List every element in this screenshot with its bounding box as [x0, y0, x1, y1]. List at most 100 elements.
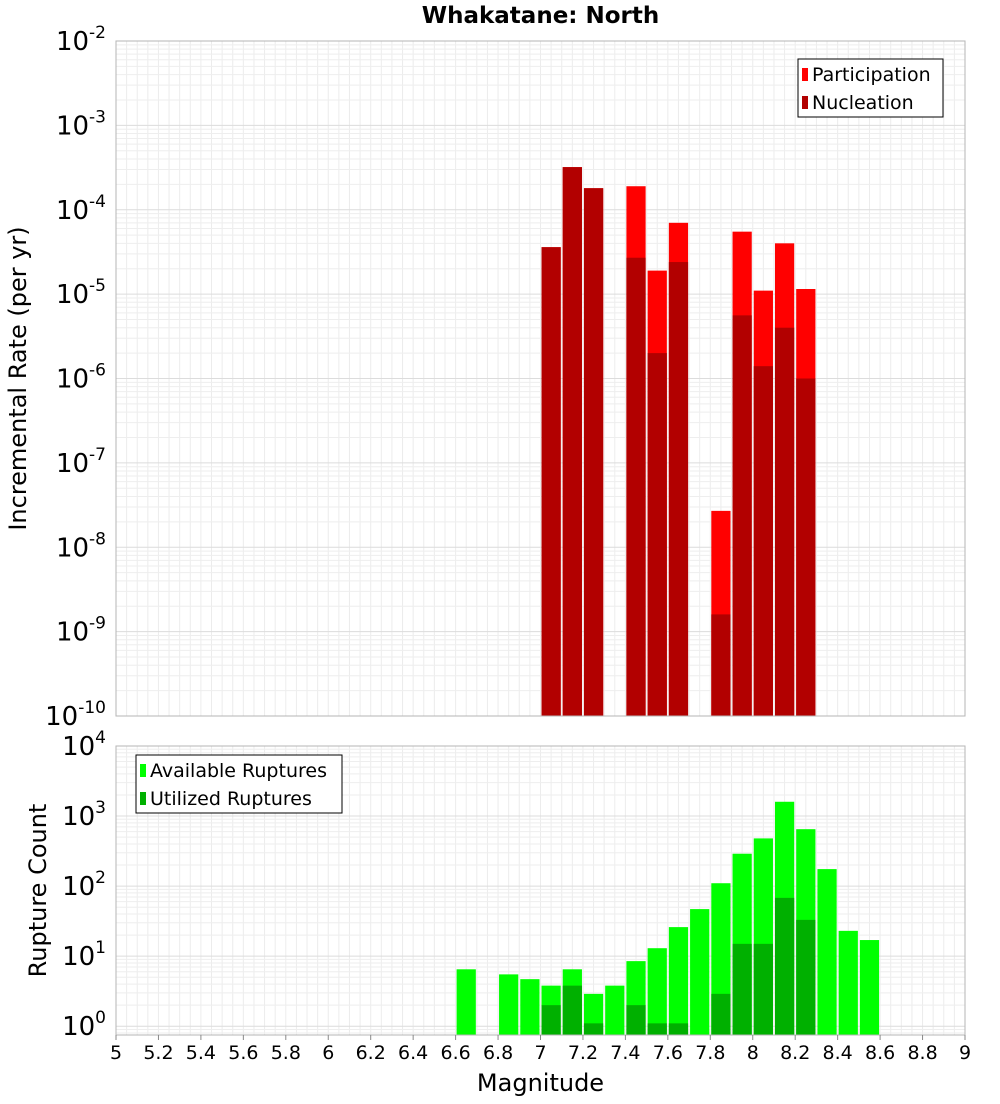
y-tick-base: 10 — [62, 732, 95, 762]
x-tick-label: 6.2 — [356, 1042, 386, 1064]
y-tick-base: 10 — [56, 618, 89, 648]
x-tick-label: 5.4 — [186, 1042, 216, 1064]
bar-secondary — [711, 993, 731, 1035]
legend-label: Nucleation — [812, 92, 914, 114]
y-tick-label: 104 — [62, 728, 106, 762]
y-tick-label: 10-2 — [56, 23, 106, 57]
bar-secondary — [583, 188, 604, 717]
y-axis-label: Incremental Rate (per yr) — [4, 226, 32, 530]
bar-secondary — [753, 943, 773, 1035]
y-tick-label: 101 — [62, 938, 106, 972]
x-tick-label: 6.6 — [440, 1042, 470, 1064]
bar-primary — [605, 985, 625, 1035]
y-tick-base: 10 — [62, 872, 95, 902]
y-tick-label: 102 — [62, 868, 106, 902]
y-tick-base: 10 — [62, 942, 95, 972]
y-tick-base: 10 — [45, 702, 78, 732]
bar-secondary — [732, 943, 752, 1035]
y-tick-exponent: 4 — [95, 728, 106, 748]
x-axis-label: Magnitude — [477, 1069, 604, 1097]
x-tick-label: 7.6 — [653, 1042, 683, 1064]
y-tick-exponent: -7 — [89, 445, 106, 465]
bar-secondary — [711, 614, 731, 716]
y-tick-base: 10 — [56, 111, 89, 141]
x-tick-label: 6.8 — [483, 1042, 513, 1064]
bar-secondary — [796, 378, 816, 716]
bar-secondary — [626, 1005, 646, 1035]
y-tick-base: 10 — [62, 802, 95, 832]
y-tick-exponent: -9 — [89, 614, 106, 634]
y-tick-base: 10 — [56, 533, 89, 563]
y-tick-exponent: -4 — [89, 192, 106, 212]
y-tick-base: 10 — [62, 1012, 95, 1042]
x-tick-label: 6 — [322, 1042, 334, 1064]
chart-title: Whakatane: North — [422, 3, 660, 29]
x-tick-label: 5.6 — [228, 1042, 258, 1064]
x-tick-label: 8.4 — [823, 1042, 853, 1064]
y-tick-base: 10 — [56, 365, 89, 395]
x-tick-label: 7.2 — [568, 1042, 598, 1064]
bar-primary — [838, 930, 858, 1035]
bar-primary — [668, 927, 689, 1035]
bar-secondary — [753, 366, 773, 716]
bar-secondary — [647, 353, 667, 716]
legend-swatch — [140, 764, 146, 777]
x-tick-label: 8.2 — [780, 1042, 810, 1064]
y-tick-exponent: -8 — [89, 529, 106, 549]
y-tick-exponent: -3 — [89, 107, 106, 127]
bar-primary — [817, 869, 837, 1035]
bar-primary — [647, 948, 667, 1035]
x-tick-label: 5 — [110, 1042, 122, 1064]
y-tick-exponent: 3 — [95, 798, 106, 818]
x-tick-label: 6.4 — [398, 1042, 428, 1064]
bar-secondary — [774, 897, 795, 1035]
bar-secondary — [541, 1005, 561, 1035]
bar-secondary — [774, 327, 795, 716]
legend-swatch — [802, 96, 808, 109]
legend: Available Ruptures Utilized Ruptures — [135, 754, 343, 814]
plot-frame — [115, 40, 966, 717]
legend: Participation Nucleation — [797, 58, 944, 118]
bar-secondary — [541, 247, 561, 716]
y-tick-base: 10 — [56, 449, 89, 479]
y-tick-base: 10 — [56, 27, 89, 57]
y-tick-exponent: -2 — [89, 23, 106, 43]
x-tick-label: 8.6 — [865, 1042, 895, 1064]
x-tick-label: 8.8 — [907, 1042, 937, 1064]
bar-secondary — [732, 315, 752, 716]
x-tick-label: 5.2 — [143, 1042, 173, 1064]
y-tick-label: 10-6 — [56, 361, 106, 395]
x-tick-label: 9 — [959, 1042, 971, 1064]
bar-secondary — [796, 919, 816, 1035]
y-tick-exponent: 1 — [95, 938, 106, 958]
bar-secondary — [668, 1023, 689, 1035]
bar-secondary — [668, 262, 689, 716]
bar-secondary — [562, 167, 582, 716]
y-tick-exponent: 2 — [95, 868, 106, 888]
bar-secondary — [626, 257, 646, 716]
y-tick-label: 10-7 — [56, 445, 106, 479]
y-tick-exponent: -5 — [89, 276, 106, 296]
bar-secondary — [647, 1023, 667, 1035]
bar-secondary — [583, 1023, 604, 1035]
bar-primary — [859, 940, 880, 1035]
legend-box — [797, 58, 944, 118]
y-tick-label: 10-8 — [56, 529, 106, 563]
y-tick-label: 103 — [62, 798, 106, 832]
legend-swatch — [802, 68, 808, 81]
bar-primary — [456, 969, 476, 1035]
y-tick-label: 10-5 — [56, 276, 106, 310]
y-tick-label: 100 — [62, 1008, 106, 1042]
y-tick-label: 10-4 — [56, 192, 106, 226]
y-tick-base: 10 — [56, 280, 89, 310]
legend-box — [135, 754, 343, 814]
x-tick-label: 5.8 — [271, 1042, 301, 1064]
bar-primary — [499, 974, 519, 1035]
y-tick-exponent: 0 — [95, 1008, 106, 1028]
bar-primary — [690, 909, 710, 1035]
legend-label: Participation — [812, 64, 931, 86]
bar-secondary — [562, 985, 582, 1035]
bar-primary — [520, 979, 540, 1035]
